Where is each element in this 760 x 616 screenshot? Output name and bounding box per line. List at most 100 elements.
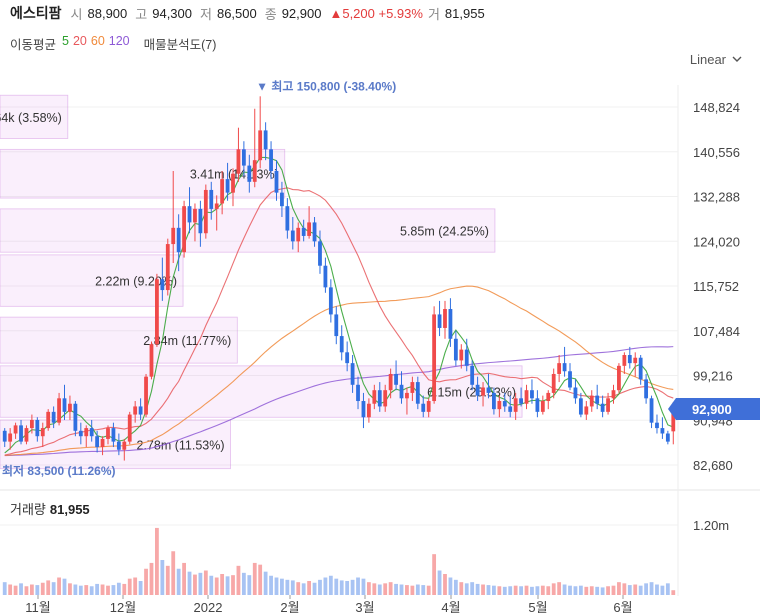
candle-body [328,287,333,315]
candle-body [394,373,398,385]
candle-body [258,130,263,161]
candle-body [655,422,659,429]
volume-bar [2,582,7,595]
ma120-label[interactable]: 120 [108,34,130,48]
candle-body [345,352,350,364]
volume-bar [356,577,360,595]
scale-selector[interactable]: Linear [690,52,742,67]
candle-body [318,241,322,266]
volume-bar [165,565,170,595]
candle [372,384,377,410]
y-tick-label: 82,680 [693,458,733,473]
volume-bar [421,585,426,595]
candle-body [296,227,301,242]
candle-body [144,376,148,415]
candle [35,417,40,442]
candle [421,395,426,418]
volume-bar [198,572,203,595]
chevron-down-icon [732,56,742,62]
candle-body [535,398,540,412]
volume-bar [285,579,290,595]
candle-body [149,344,154,377]
volume-bar [600,587,605,595]
volume-bar [530,586,534,595]
volume-bar [361,578,366,595]
candle [100,436,105,456]
volume-bar [13,585,18,595]
volume-profile-label[interactable]: 매물분석도(7) [143,38,217,52]
volume-bar [274,577,279,595]
candle [138,398,143,420]
ma120-line [4,346,674,457]
volume-bar [453,579,458,595]
volume-profile-label: 6.15m (25.53%) [427,386,516,400]
current-price-tag: 92,900 [668,398,760,420]
candle [307,206,312,239]
candle-body [78,430,83,437]
volume-profile-bar [0,94,69,139]
candle [149,341,154,380]
candle-body [421,403,426,412]
candle [73,401,78,437]
candle [557,355,562,383]
candle-body [361,401,366,418]
candle [432,306,437,404]
volume-profile-bar [0,254,184,307]
volume-bar [611,585,616,595]
candle-body [73,403,78,431]
ma5-line [4,156,674,454]
moving-average-legend[interactable]: 이동평균 5 20 60 120 매물분석도(7) [10,34,218,53]
candle [89,419,94,442]
volume-bar [578,585,583,595]
candle [116,433,121,456]
candle-body [225,179,230,193]
volume-bar [328,575,333,595]
ma5-label[interactable]: 5 [62,34,69,48]
candle-body [8,433,13,442]
candle [665,430,670,445]
volume-bar [19,583,23,595]
volume-bar [323,577,328,595]
volume-bar [366,582,371,595]
volume-bar [29,584,34,595]
candle [633,352,638,377]
candle [214,195,219,231]
volume-bar [660,585,665,595]
volume-panel-value: 81,955 [49,502,90,517]
candle [40,422,45,448]
volume-bar [508,586,513,595]
candle-body [589,395,594,407]
volume-bar [68,583,72,595]
ma20-label[interactable]: 20 [72,34,87,48]
candle-body [405,392,409,399]
change-value: ▲5,200 +5.93% [329,5,423,21]
volume-bar [241,572,246,595]
candle-body [290,230,295,242]
candle [470,360,475,391]
ma60-label[interactable]: 60 [90,34,105,48]
candle-body [339,336,344,353]
candle-body [475,384,480,396]
candle-body [644,379,649,399]
candle-body [611,390,616,399]
candle-body [133,406,138,415]
candle [415,376,420,410]
volume-bar [470,582,475,595]
candle-body [209,189,214,209]
candle [252,108,257,188]
volume-bar [502,586,507,595]
volume-bar [426,585,431,595]
candle-body [182,206,186,253]
volume-bar [8,584,13,595]
volume-bar [301,583,306,595]
volume-bar [394,583,398,595]
candle-body [443,309,447,328]
volume-bar [633,584,638,595]
candle-body [388,373,393,391]
candle [551,368,556,399]
candle-body [165,244,170,291]
volume-bar [497,586,502,595]
candle [377,382,382,412]
x-tick-label: 3월 [355,600,374,615]
